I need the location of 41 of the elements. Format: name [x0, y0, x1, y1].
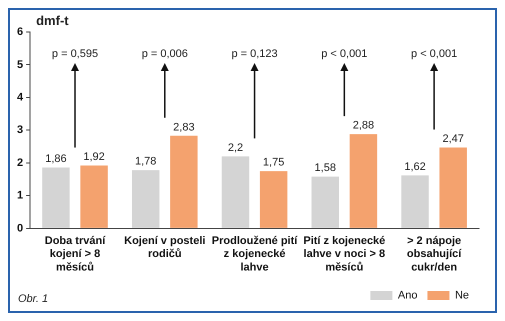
bar	[312, 176, 339, 228]
y-tick-label: 6	[16, 26, 24, 38]
y-axis-title: dmf-t	[36, 13, 70, 28]
data-label: 2,83	[173, 121, 195, 134]
annotation: p < 0,001	[411, 48, 458, 60]
bar	[401, 175, 429, 228]
bar	[260, 171, 288, 228]
annotation: p = 0,123	[231, 48, 278, 60]
x-tick-label: Prodloužené pití z kojenecké lahve	[212, 235, 298, 274]
data-label: 1,78	[134, 156, 156, 168]
bar	[132, 170, 160, 228]
x-tick-label: > 2 nápoje obsahující cukr/den	[406, 235, 462, 274]
bar	[350, 134, 378, 228]
y-tick-label: 4	[16, 92, 24, 104]
bar	[222, 156, 250, 228]
data-label: 1,92	[83, 151, 105, 164]
y-tick-label: 3	[16, 124, 24, 136]
annotation: p = 0,006	[142, 48, 188, 60]
data-label: 1,75	[262, 156, 284, 169]
bar	[80, 166, 108, 228]
data-label: 1,62	[404, 160, 426, 173]
annotation: p < 0,001	[321, 48, 368, 60]
data-label: 1,58	[314, 162, 336, 174]
data-label: 2,47	[442, 133, 464, 146]
x-tick-label: Doba trvání kojení > 8 měsíců	[44, 235, 106, 274]
bar	[439, 148, 467, 228]
data-label: 2,2	[228, 142, 244, 154]
annotation: p = 0,595	[52, 48, 98, 60]
x-tick-label: Kojení v posteli rodičů	[124, 235, 206, 260]
bar	[170, 136, 198, 228]
data-label: 2,88	[352, 120, 374, 132]
data-label: 1,86	[45, 153, 67, 166]
y-tick-label: 2	[16, 156, 24, 169]
y-tick-label: 1	[16, 190, 24, 202]
x-tick-label: Pití z kojenecké lahve v noci > 8 měsíců	[303, 235, 386, 274]
legend-label: Ne	[454, 290, 469, 302]
bar	[42, 168, 70, 228]
text: Obr. 1	[18, 293, 48, 305]
legend-label: Ano	[398, 290, 418, 302]
y-tick-label: 0	[16, 222, 24, 234]
y-tick-label: 5	[16, 58, 24, 71]
